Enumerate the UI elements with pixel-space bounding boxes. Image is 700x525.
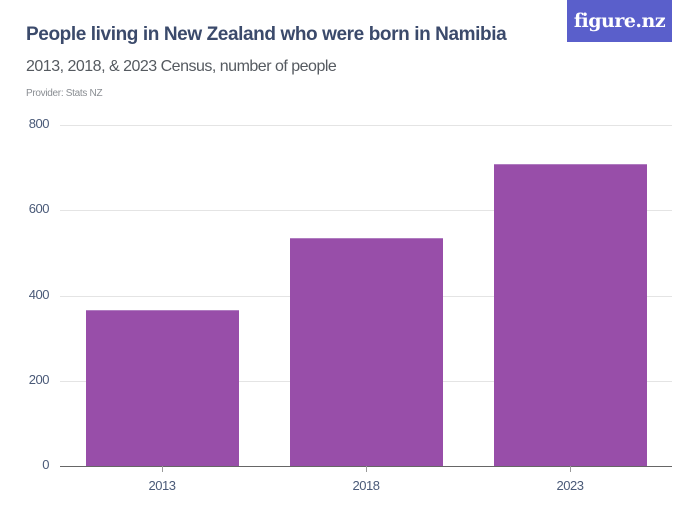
x-axis-tick <box>162 466 163 472</box>
y-axis-tick-label: 800 <box>28 116 50 131</box>
x-axis-tick-label: 2013 <box>148 478 176 493</box>
x-axis-tick <box>366 466 367 472</box>
y-axis-tick-label: 0 <box>42 457 49 472</box>
bar-2018[interactable] <box>289 237 443 466</box>
x-axis-tick-label: 2023 <box>556 478 584 493</box>
gridline <box>60 125 672 126</box>
bar-2013[interactable] <box>85 310 239 466</box>
chart-subtitle: 2013, 2018, & 2023 Census, number of peo… <box>26 58 337 75</box>
gridline <box>60 210 672 212</box>
y-axis-tick-label: 200 <box>28 371 50 387</box>
x-axis-tick <box>570 466 571 472</box>
y-axis-tick-label: 400 <box>28 286 50 302</box>
y-axis-tick-label: 600 <box>28 201 50 217</box>
chart-title: People living in New Zealand who were bo… <box>26 24 507 45</box>
figure-nz-logo[interactable]: figure.nz <box>567 0 672 42</box>
x-axis-tick-label: 2018 <box>352 478 380 493</box>
provider-label: Provider: Stats NZ <box>26 88 103 99</box>
bar-2023[interactable] <box>493 164 647 466</box>
